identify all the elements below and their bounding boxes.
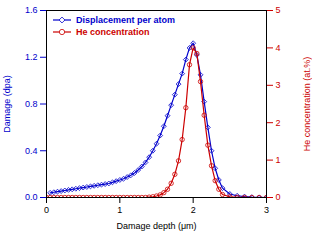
svg-text:0.4: 0.4 [25,146,38,156]
svg-text:0.0: 0.0 [25,192,38,202]
svg-text:1: 1 [276,155,281,165]
svg-text:3: 3 [276,80,281,90]
html-text:He concentration: He concentration [76,27,150,37]
svg-text:5: 5 [276,5,281,15]
svg-text:Damage (dpa): Damage (dpa) [2,75,12,133]
svg-text:0: 0 [276,192,281,202]
svg-text:4: 4 [276,43,281,53]
svg-text:2: 2 [191,205,196,215]
svg-text:1.2: 1.2 [25,52,38,62]
svg-text:1: 1 [117,205,122,215]
svg-text:Damage depth (μm): Damage depth (μm) [116,221,196,231]
html-text:Displacement per atom: Displacement per atom [76,15,175,25]
svg-text:2: 2 [276,118,281,128]
svg-text:3: 3 [264,205,269,215]
svg-text:He concentration (at.%): He concentration (at.%) [302,57,312,152]
svg-text:1.6: 1.6 [25,5,38,15]
svg-text:0: 0 [44,205,49,215]
svg-text:0.8: 0.8 [25,99,38,109]
